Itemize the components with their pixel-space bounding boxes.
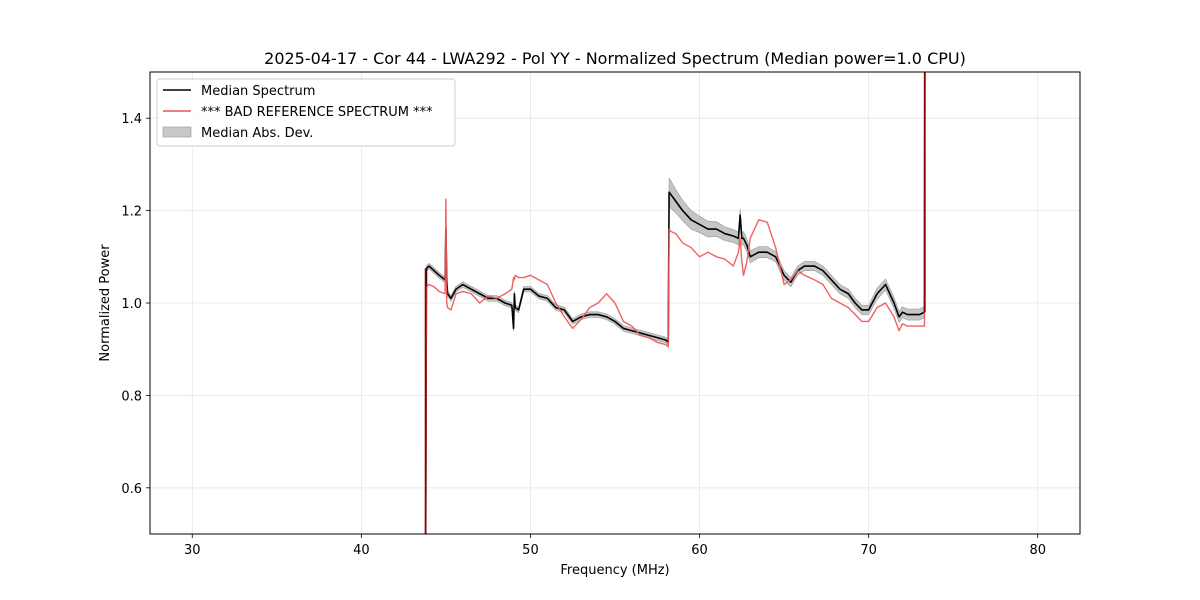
y-tick-label: 1.0 <box>121 297 142 312</box>
series-median-abs-dev-band <box>425 72 926 534</box>
x-tick-label: 70 <box>860 543 877 558</box>
x-tick-label: 50 <box>522 543 539 558</box>
legend-label: Median Spectrum <box>201 84 315 99</box>
y-tick-label: 1.4 <box>121 112 142 127</box>
x-tick-label: 60 <box>691 543 708 558</box>
y-tick-label: 1.2 <box>121 205 142 220</box>
legend-label: *** BAD REFERENCE SPECTRUM *** <box>201 105 433 120</box>
axis-ticks: 30 40 50 60 70 80 0.6 0.8 1.0 1.2 1.4 <box>121 112 1046 558</box>
legend-label: Median Abs. Dev. <box>201 126 313 141</box>
legend-box <box>156 78 456 147</box>
x-axis-label: Frequency (MHz) <box>560 563 669 578</box>
x-tick-label: 40 <box>353 543 370 558</box>
chart-title: 2025-04-17 - Cor 44 - LWA292 - Pol YY - … <box>264 49 966 68</box>
x-tick-label: 30 <box>184 543 201 558</box>
legend-patch-swatch <box>162 126 192 138</box>
y-axis-label: Normalized Power <box>98 244 113 362</box>
plot-data-area <box>424 72 926 534</box>
legend: Median Spectrum *** BAD REFERENCE SPECTRU… <box>156 78 456 147</box>
y-tick-label: 0.8 <box>121 389 142 404</box>
y-tick-label: 0.6 <box>121 482 142 497</box>
series-bad-reference-line <box>424 72 926 534</box>
x-tick-label: 80 <box>1029 543 1046 558</box>
